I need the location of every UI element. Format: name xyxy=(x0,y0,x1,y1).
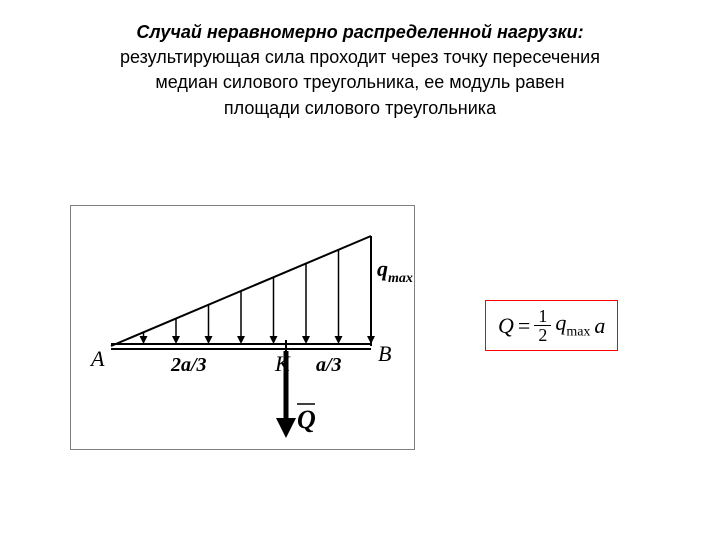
label-a3: a/3 xyxy=(316,354,342,376)
desc-line2: медиан силового треугольника, ее модуль … xyxy=(40,70,680,95)
formula-num: 1 xyxy=(534,307,551,326)
formula-q: qmax xyxy=(555,310,590,340)
formula-a: a xyxy=(594,313,605,339)
label-qmax: qmax xyxy=(377,256,413,286)
label-2a3: 2a/3 xyxy=(170,354,207,376)
force-diagram: A B K 2a/3 a/3 qmax Q xyxy=(70,205,415,450)
desc-line3: площади силового треугольника xyxy=(40,96,680,121)
formula-den: 2 xyxy=(534,326,551,344)
formula-box: Q = 1 2 qmax a xyxy=(485,300,618,351)
desc-line1: результирующая сила проходит через точку… xyxy=(40,45,680,70)
label-Qbar: Q xyxy=(297,405,316,434)
label-A: A xyxy=(89,346,105,371)
q-arrow-head xyxy=(276,418,296,438)
formula-Q: Q xyxy=(498,313,514,339)
header-text: Случай неравномерно распределенной нагру… xyxy=(0,0,720,131)
formula-frac: 1 2 xyxy=(534,307,551,344)
title: Случай неравномерно распределенной нагру… xyxy=(40,20,680,45)
load-arrows xyxy=(140,236,376,344)
formula-eq: = xyxy=(518,313,530,339)
formula: Q = 1 2 qmax a xyxy=(498,307,605,344)
label-K: K xyxy=(274,351,291,376)
label-B: B xyxy=(378,341,391,366)
diagram-svg: A B K 2a/3 a/3 qmax Q xyxy=(71,206,416,451)
